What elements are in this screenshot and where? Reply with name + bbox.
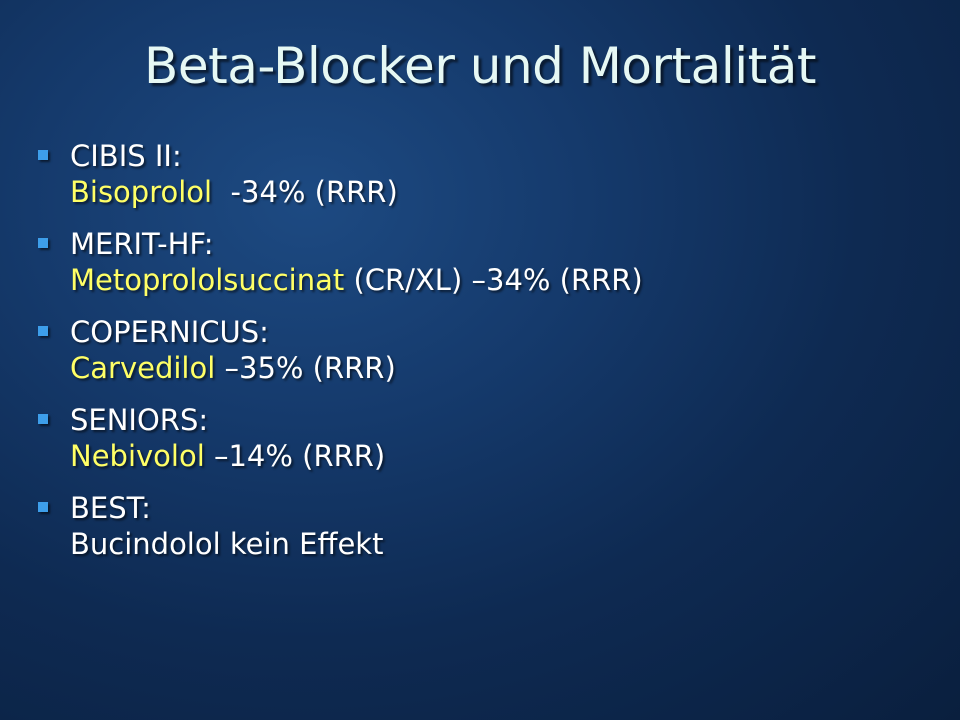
square-bullet-icon: [38, 326, 48, 336]
trial-name: CIBIS II:: [70, 139, 182, 173]
drug-name: Nebivolol: [70, 439, 205, 473]
list-item-copernicus: COPERNICUS: Carvedilol –35% (RRR): [36, 314, 936, 386]
bullet-list: CIBIS II: Bisoprolol -34% (RRR) MERIT-HF…: [36, 138, 936, 578]
trial-result: -34% (RRR): [212, 175, 398, 209]
list-item-best: BEST: Bucindolol kein Effekt: [36, 490, 936, 562]
square-bullet-icon: [38, 502, 48, 512]
list-item-merit-hf: MERIT-HF: Metoprololsuccinat (CR/XL) –34…: [36, 226, 936, 298]
trial-result: Bucindolol kein Effekt: [70, 527, 384, 561]
square-bullet-icon: [38, 150, 48, 160]
square-bullet-icon: [38, 414, 48, 424]
drug-name: Carvedilol: [70, 351, 216, 385]
square-bullet-icon: [38, 238, 48, 248]
trial-name: COPERNICUS:: [70, 315, 269, 349]
trial-name: SENIORS:: [70, 403, 209, 437]
trial-name: MERIT-HF:: [70, 227, 214, 261]
trial-result: –35% (RRR): [215, 351, 396, 385]
list-item-cibis: CIBIS II: Bisoprolol -34% (RRR): [36, 138, 936, 210]
list-item-seniors: SENIORS: Nebivolol –14% (RRR): [36, 402, 936, 474]
trial-name: BEST:: [70, 491, 151, 525]
page-title: Beta-Blocker und Mortalität: [144, 37, 816, 95]
trial-result: (CR/XL) –34% (RRR): [344, 263, 643, 297]
drug-name: Metoprololsuccinat: [70, 263, 345, 297]
drug-name: Bisoprolol: [70, 175, 213, 209]
trial-result: –14% (RRR): [204, 439, 386, 473]
